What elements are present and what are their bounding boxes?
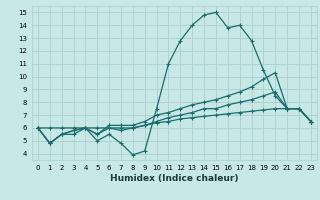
X-axis label: Humidex (Indice chaleur): Humidex (Indice chaleur): [110, 174, 239, 183]
